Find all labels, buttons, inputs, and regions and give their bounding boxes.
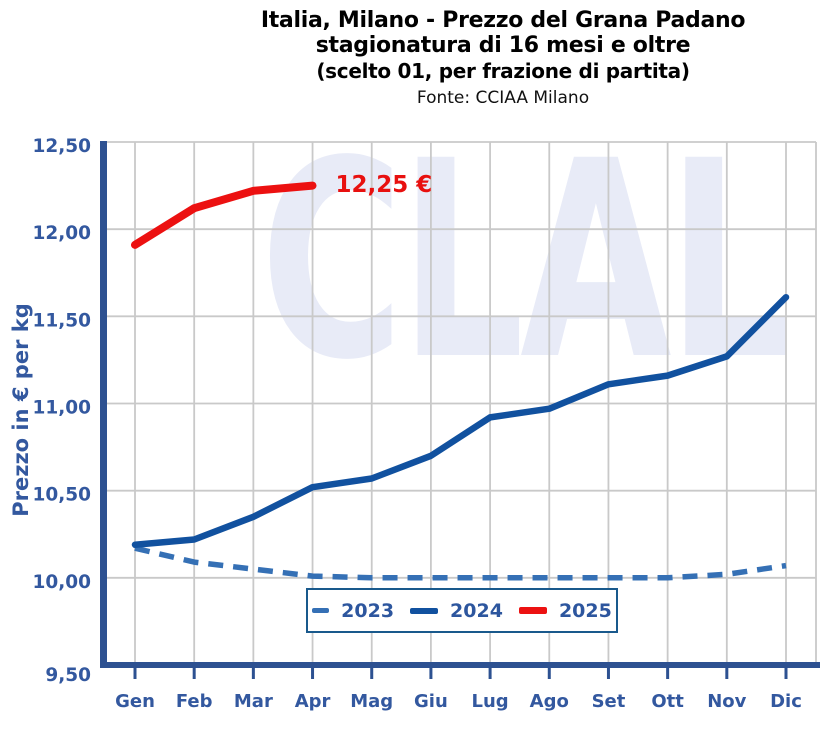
y-tick-label-11,50: 11,50 [32, 310, 91, 331]
x-tick-label-Mag: Mag [350, 691, 393, 712]
y-tick-label-12,50: 12,50 [32, 136, 91, 157]
chart-title-line1: Italia, Milano - Prezzo del Grana Padano [260, 8, 746, 33]
x-tick-Mar [251, 668, 255, 679]
series-line-2023 [134, 545, 787, 581]
x-tick-label-Dic: Dic [770, 691, 802, 712]
chart-header: Italia, Milano - Prezzo del Grana Padano… [147, 8, 832, 111]
legend-line-swatch-2025 [518, 607, 547, 614]
x-tick-Apr [311, 668, 315, 679]
series-line-2024 [131, 293, 790, 548]
x-tick-Nov [725, 668, 729, 679]
x-tick-label-Apr: Apr [295, 691, 331, 712]
x-tick-label-Feb: Feb [176, 691, 213, 712]
x-tick-label-Giu: Giu [414, 691, 448, 712]
y-axis-line [100, 141, 107, 668]
y-tick-label-10,00: 10,00 [32, 572, 91, 593]
x-tick-label-Nov: Nov [707, 691, 746, 712]
clal-watermark: CLAL [260, 104, 792, 420]
chart-source: Fonte: CCIAA Milano [416, 88, 590, 108]
x-tick-label-Ago: Ago [530, 691, 569, 712]
legend-line-swatch-2024 [410, 607, 439, 614]
x-tick-Ott [666, 668, 670, 679]
x-tick-Gen [133, 668, 137, 679]
legend-dash-swatch-2023 [312, 608, 330, 613]
x-tick-Set [606, 668, 610, 679]
chart-title-line2: stagionatura di 16 mesi e oltre [315, 33, 691, 58]
legend-label-2025: 2025 [558, 599, 612, 622]
y-tick-label-9,50: 9,50 [45, 665, 91, 686]
y-tick-label-12,00: 12,00 [32, 223, 91, 244]
x-tick-Feb [192, 668, 196, 679]
legend-label-2024: 2024 [450, 599, 503, 622]
x-tick-label-Lug: Lug [472, 691, 509, 712]
x-tick-label-Ott: Ott [651, 691, 684, 712]
x-tick-label-Set: Set [592, 691, 626, 712]
legend-item-2024: 2024 [410, 600, 503, 622]
legend-item-2023: 2023 [312, 600, 394, 622]
last-price-annotation: 12,25 € [335, 171, 433, 198]
legend-label-2023: 2023 [341, 599, 395, 622]
x-tick-Mag [370, 668, 374, 679]
x-tick-Lug [488, 668, 492, 679]
x-tick-Dic [784, 668, 788, 679]
x-tick-label-Mar: Mar [234, 691, 273, 712]
y-axis-title: Prezzo in € per kg [9, 303, 33, 517]
series-line-2025 [131, 181, 317, 249]
legend-item-2025: 2025 [518, 599, 612, 622]
x-axis-line [100, 662, 820, 668]
x-tick-label-Gen: Gen [115, 691, 155, 712]
chart-subtitle: (scelto 01, per frazione di partita) [316, 59, 690, 83]
chart-legend: 2023 2024 2025 [306, 588, 618, 633]
x-tick-Ago [547, 668, 551, 679]
x-tick-Giu [429, 668, 433, 679]
y-tick-label-11,00: 11,00 [32, 398, 91, 419]
y-tick-label-10,50: 10,50 [32, 485, 91, 506]
